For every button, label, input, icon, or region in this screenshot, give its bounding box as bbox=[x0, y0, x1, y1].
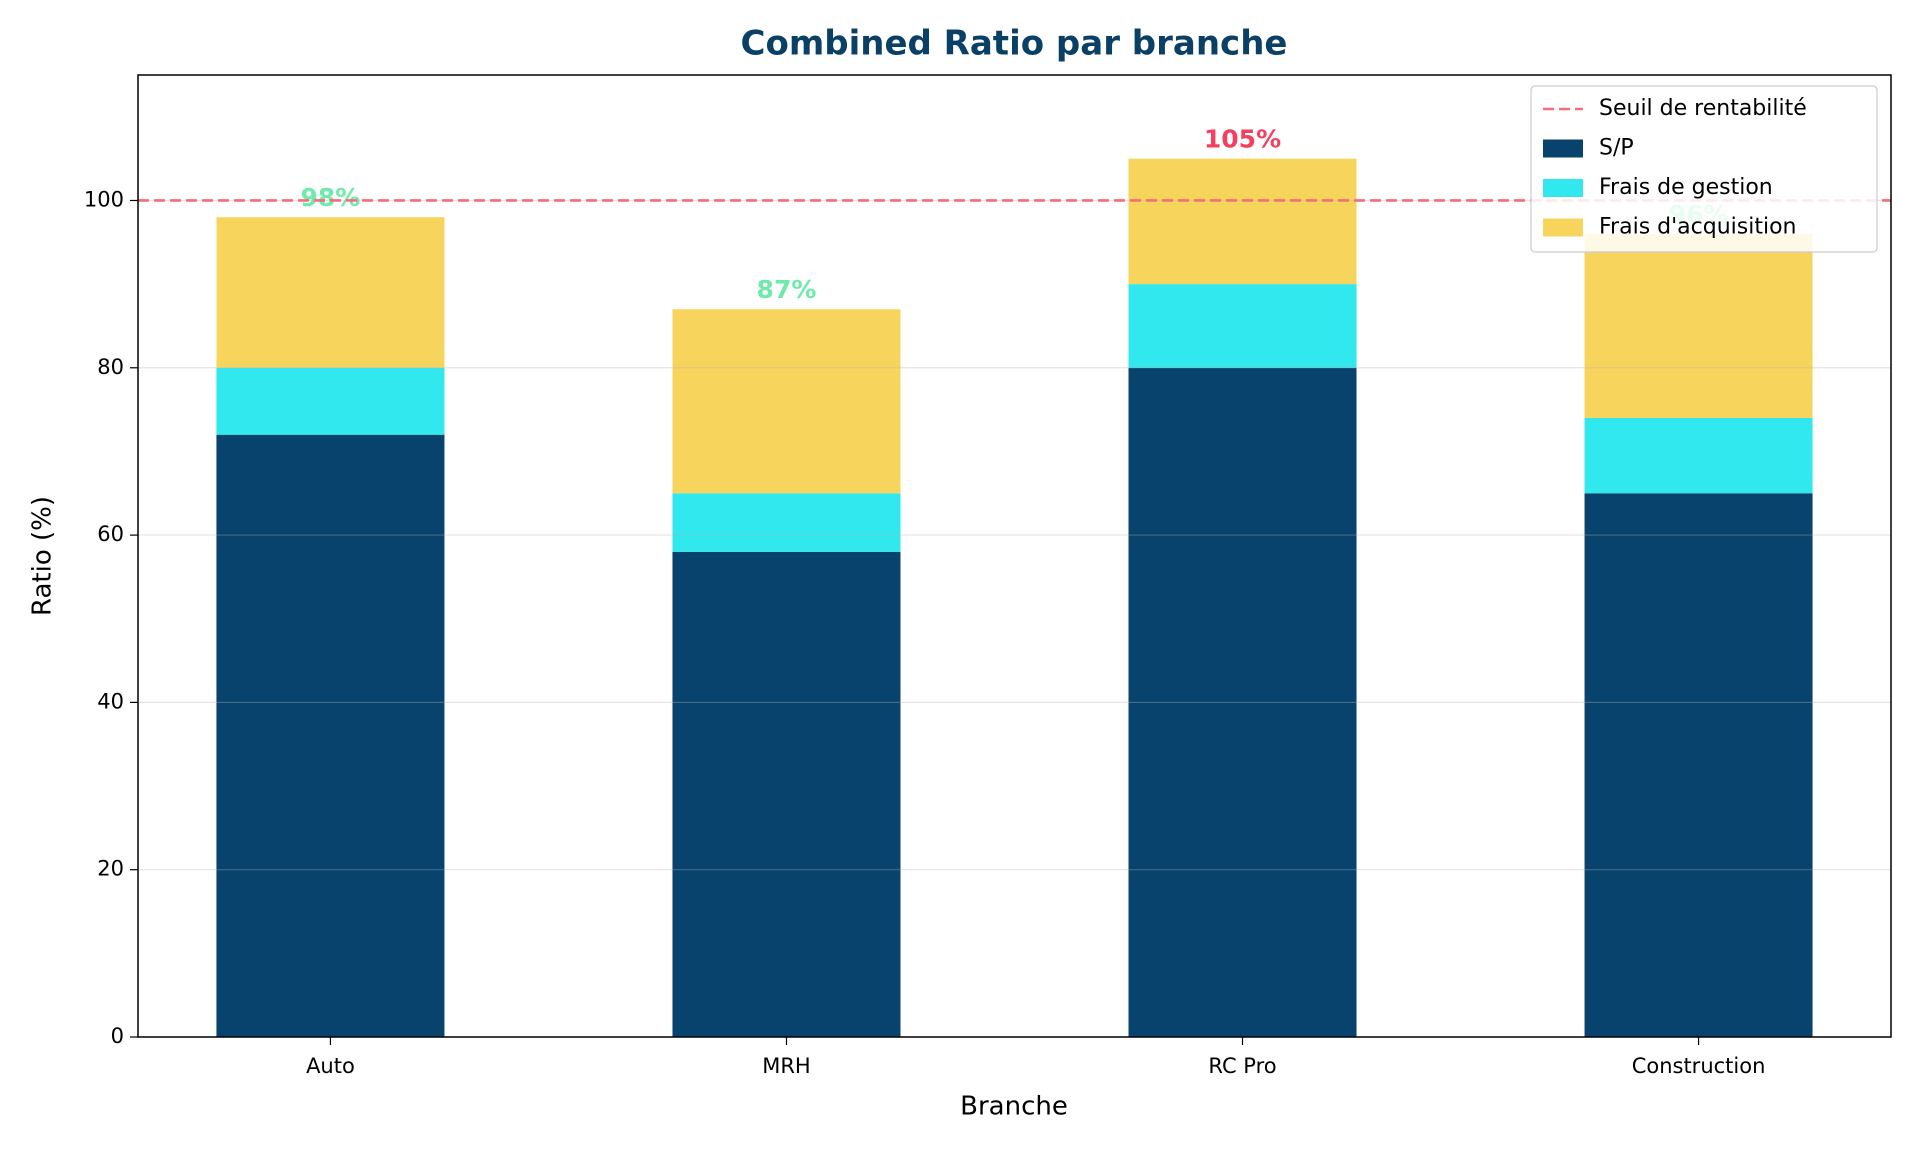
bar-segment bbox=[216, 217, 445, 368]
bar-segment bbox=[1128, 367, 1357, 1038]
y-tick-label: 60 bbox=[97, 522, 124, 546]
bar-segment bbox=[672, 551, 901, 1037]
bar-segment bbox=[1128, 284, 1357, 368]
x-tick-label: MRH bbox=[762, 1054, 811, 1078]
legend-label: Frais de gestion bbox=[1599, 175, 1773, 200]
legend-label: S/P bbox=[1599, 136, 1634, 161]
legend-swatch bbox=[1543, 218, 1583, 237]
y-tick-label: 20 bbox=[97, 857, 124, 881]
value-label: 98% bbox=[301, 183, 361, 212]
x-tick-label: RC Pro bbox=[1208, 1054, 1276, 1078]
legend-label: Frais d'acquisition bbox=[1599, 215, 1796, 240]
value-label: 105% bbox=[1204, 125, 1281, 154]
bar-segment bbox=[672, 309, 901, 494]
y-tick-label: 40 bbox=[97, 689, 124, 713]
plot-frame bbox=[137, 74, 1892, 1038]
bar-segment bbox=[216, 434, 445, 1037]
legend: Seuil de rentabilité S/P Frais de gestion F… bbox=[1530, 85, 1878, 253]
x-tick-label: Auto bbox=[306, 1054, 355, 1078]
x-axis-label: Branche bbox=[960, 1092, 1068, 1122]
bar-segment bbox=[1128, 158, 1357, 285]
x-tick-label: Construction bbox=[1632, 1054, 1766, 1078]
chart-title: Combined Ratio par branche bbox=[741, 24, 1288, 64]
legend-swatch bbox=[1543, 139, 1583, 158]
legend-frame bbox=[1530, 85, 1878, 253]
y-axis-label: Ratio (%) bbox=[28, 496, 58, 616]
y-tick-label: 80 bbox=[97, 355, 124, 379]
bars bbox=[216, 158, 1813, 1038]
bar-segment bbox=[1584, 493, 1813, 1037]
bar-segment bbox=[1584, 417, 1813, 494]
bar-segment bbox=[1584, 233, 1813, 418]
y-tick-label: 0 bbox=[111, 1024, 124, 1048]
bar-segment bbox=[672, 493, 901, 552]
y-tick-label: 100 bbox=[84, 187, 124, 211]
legend-swatch bbox=[1543, 179, 1583, 197]
bar-segment bbox=[216, 367, 445, 435]
value-label: 87% bbox=[757, 275, 817, 304]
legend-label: Seuil de rentabilité bbox=[1599, 96, 1807, 121]
